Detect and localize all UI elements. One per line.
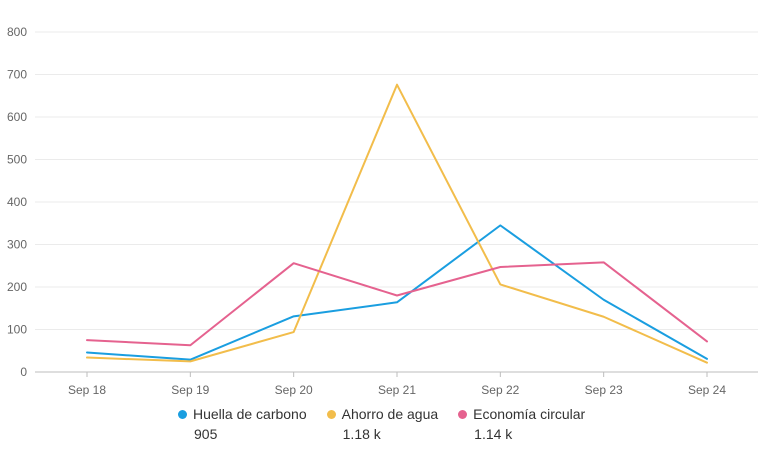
- legend-item-economia-circular[interactable]: Economía circular 1.14 k: [458, 406, 585, 442]
- legend-marker-icon: [326, 409, 336, 419]
- legend-marker-icon: [178, 409, 187, 419]
- series-lines: [86, 83, 708, 364]
- y-tick-label: 200: [7, 280, 27, 294]
- y-tick-label: 0: [20, 365, 27, 379]
- legend-label: Huella de carbono: [193, 406, 307, 422]
- y-tick-label: 600: [7, 110, 27, 124]
- legend-total: 1.14 k: [474, 426, 513, 442]
- grid: [35, 31, 758, 330]
- legend-item-ahorro-de-agua[interactable]: Ahorro de agua 1.18 k: [326, 406, 439, 442]
- y-axis: 0 100 200 300 400 500 600 700 800: [7, 25, 27, 379]
- x-tick-label: Sep 24: [688, 383, 726, 397]
- legend-item-huella-de-carbono[interactable]: Huella de carbono 905: [178, 406, 307, 442]
- x-tick-label: Sep 21: [378, 383, 416, 397]
- y-tick-label: 100: [7, 323, 27, 337]
- legend-total: 1.18 k: [342, 426, 381, 442]
- x-tick-label: Sep 19: [171, 383, 209, 397]
- y-tick-label: 700: [7, 68, 27, 82]
- legend: Huella de carbono 905 Ahorro de agua 1.1…: [178, 406, 585, 442]
- legend-label: Ahorro de agua: [341, 406, 439, 422]
- legend-marker-icon: [458, 409, 468, 419]
- x-tick-label: Sep 22: [481, 383, 519, 397]
- legend-label: Economía circular: [473, 406, 586, 422]
- y-tick-label: 400: [7, 195, 27, 209]
- x-tick-label: Sep 18: [68, 383, 106, 397]
- y-tick-label: 500: [7, 153, 27, 167]
- y-tick-label: 300: [7, 238, 27, 252]
- x-tick-label: Sep 20: [275, 383, 313, 397]
- legend-total: 905: [194, 426, 218, 442]
- series-line[interactable]: [86, 224, 708, 361]
- series-line[interactable]: [86, 83, 708, 364]
- x-tick-label: Sep 23: [585, 383, 623, 397]
- y-tick-label: 800: [7, 25, 27, 39]
- series-line[interactable]: [86, 261, 708, 347]
- x-axis: Sep 18 Sep 19 Sep 20 Sep 21 Sep 22 Sep 23 Sep …: [35, 371, 758, 397]
